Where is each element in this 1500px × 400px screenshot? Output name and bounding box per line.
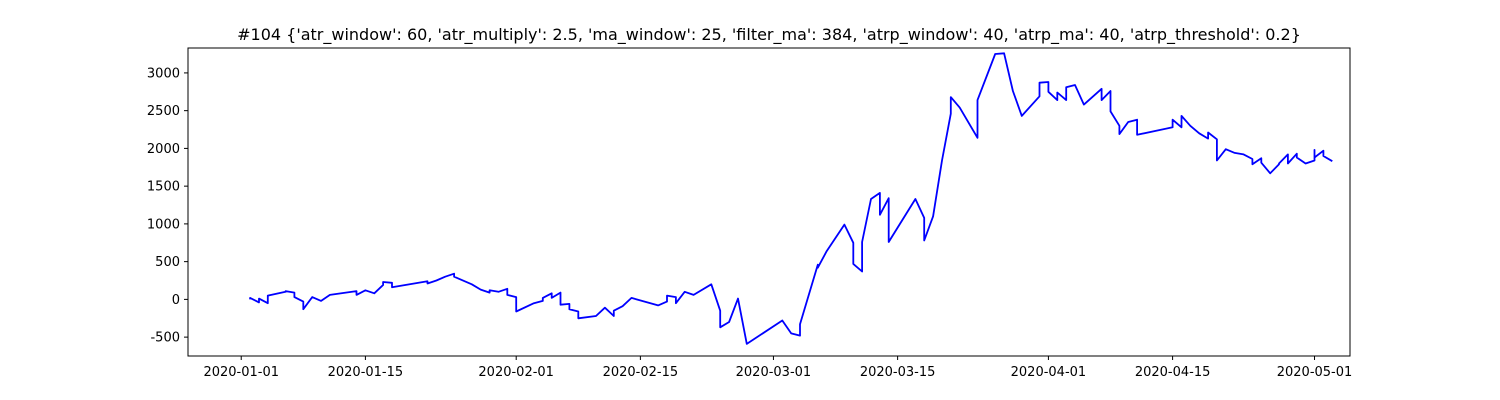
plot-frame bbox=[187, 47, 1351, 357]
y-tick-label: 2500 bbox=[147, 104, 180, 119]
axis-ticks: 2020-01-01 2020-01-15 2020-02-01 2020-02-15… bbox=[147, 66, 1352, 380]
data-lines bbox=[249, 52, 1333, 345]
x-tick-label: 2020-03-01 bbox=[736, 365, 812, 380]
x-tick-label: 2020-04-15 bbox=[1135, 365, 1211, 380]
x-tick-label: 2020-02-15 bbox=[603, 365, 679, 380]
series-line bbox=[249, 52, 1333, 345]
x-tick-label: 2020-03-15 bbox=[860, 365, 936, 380]
y-tick-label: 0 bbox=[172, 293, 180, 308]
y-tick-label: 1500 bbox=[147, 180, 180, 195]
x-tick-label: 2020-01-15 bbox=[328, 365, 404, 380]
x-tick-label: 2020-05-01 bbox=[1277, 365, 1353, 380]
chart-title: #104 {'atr_window': 60, 'atr_multiply': … bbox=[237, 25, 1301, 45]
x-tick-label: 2020-02-01 bbox=[478, 365, 554, 380]
y-tick-label: 500 bbox=[155, 255, 180, 270]
y-tick-label: -500 bbox=[150, 331, 180, 346]
y-tick-label: 2000 bbox=[147, 142, 180, 157]
y-tick-label: 3000 bbox=[147, 66, 180, 81]
x-tick-label: 2020-01-01 bbox=[203, 365, 279, 380]
y-tick-label: 1000 bbox=[147, 217, 180, 232]
x-tick-label: 2020-04-01 bbox=[1011, 365, 1087, 380]
